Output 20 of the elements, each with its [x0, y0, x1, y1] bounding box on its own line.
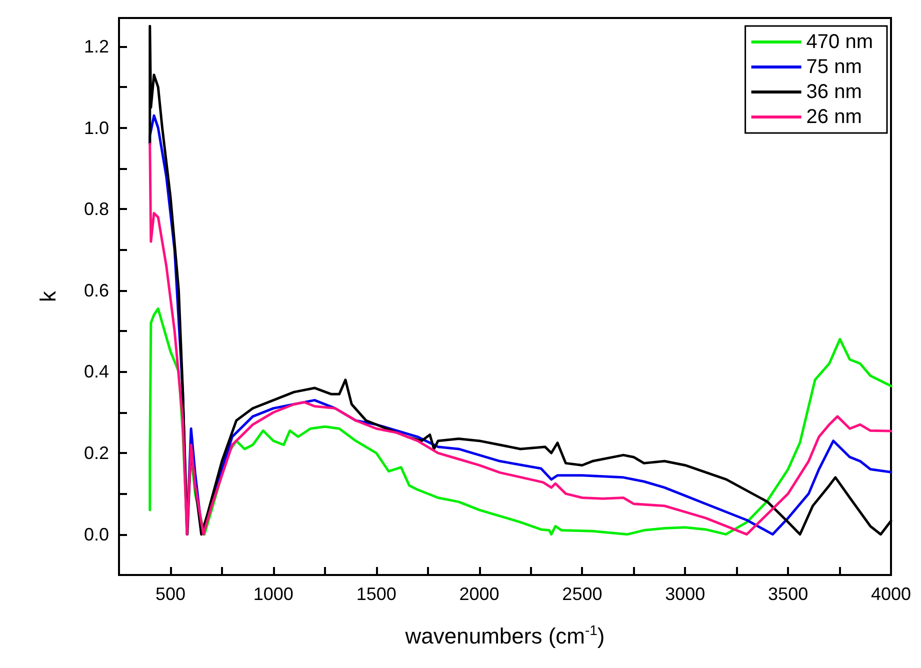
legend-label: 75 nm: [806, 56, 862, 78]
legend-label: 26 nm: [806, 106, 862, 128]
legend-label: 470 nm: [806, 31, 874, 53]
x-tick-label: 2000: [459, 584, 500, 604]
x-tick-label: 2500: [562, 584, 602, 604]
x-tick-label: 1500: [356, 584, 396, 604]
y-tick-label: 1.0: [84, 118, 109, 138]
y-tick-label: 0.2: [84, 443, 109, 464]
y-tick-label: 0.4: [84, 362, 109, 382]
y-tick-label: 1.2: [84, 36, 109, 56]
x-tick-label: 500: [155, 584, 186, 604]
x-tick-label: 3000: [665, 584, 706, 604]
legend-label: 36 nm: [806, 81, 862, 103]
y-axis-title: k: [36, 290, 60, 302]
x-tick-label: 4000: [870, 584, 912, 604]
y-tick-label: 0.6: [84, 280, 109, 300]
x-tick-label: 1000: [253, 584, 294, 604]
y-tick-label: 0.0: [84, 524, 109, 544]
y-tick-label: 0.8: [84, 199, 109, 220]
x-tick-label: 3500: [768, 584, 808, 604]
